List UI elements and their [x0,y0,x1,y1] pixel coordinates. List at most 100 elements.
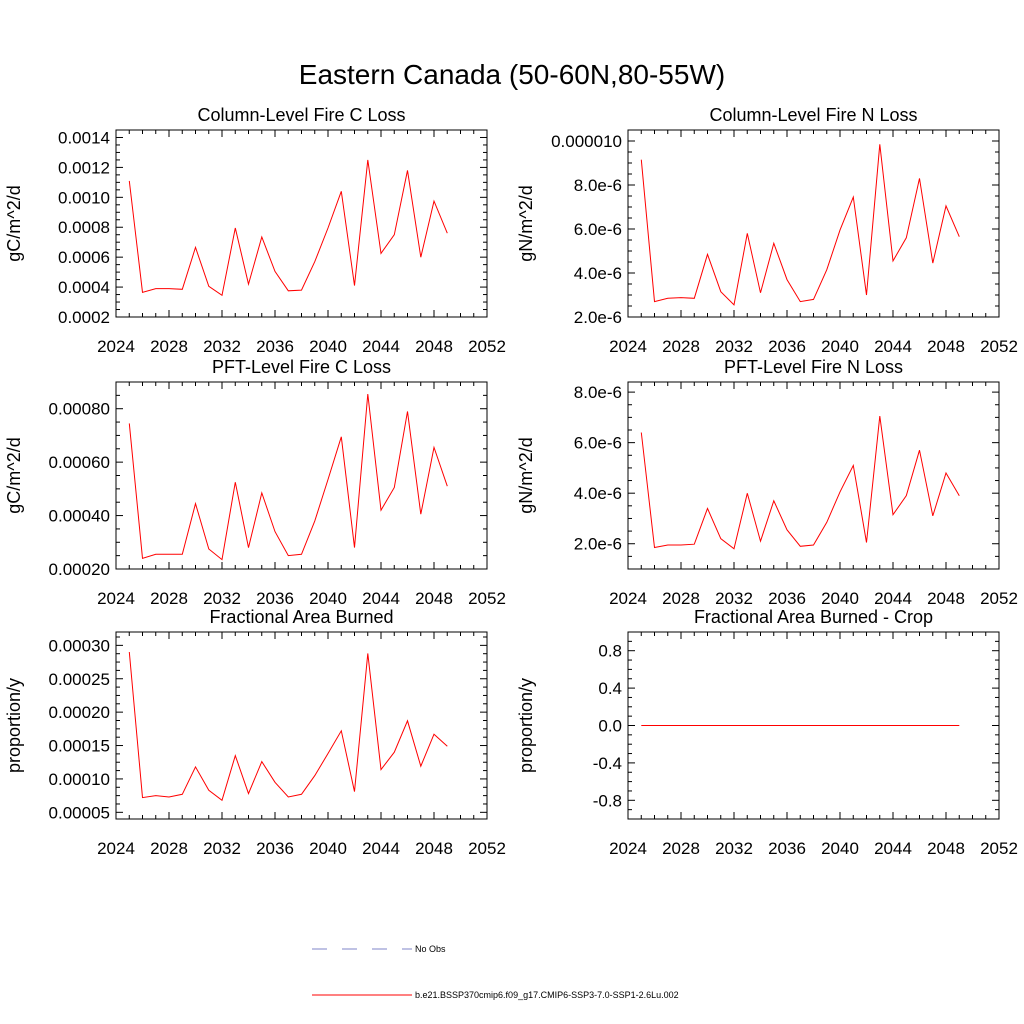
x-tick-label: 2040 [309,337,347,356]
panel-title: Fractional Area Burned - Crop [694,607,933,627]
x-tick-label: 2036 [256,839,294,858]
x-tick-label: 2052 [980,589,1018,608]
plot-frame [115,631,488,820]
figure-title: Eastern Canada (50-60N,80-55W) [299,59,725,90]
y-tick-label: 0.00020 [49,703,110,722]
panel-title: PFT-Level Fire C Loss [212,357,391,377]
plot-frame [115,381,488,570]
y-axis-label: gN/m^2/d [516,437,536,513]
panel-5: 2024 2028 2032 2036 2040 2044 2048 2052 0.00005 0… [4,607,506,858]
series-line [640,416,960,550]
x-tick-label: 2040 [821,839,859,858]
x-tick-label: 2048 [415,839,453,858]
x-tick-label: 2040 [309,839,347,858]
panel-title: Column-Level Fire N Loss [709,105,917,125]
x-tick-label: 2040 [309,589,347,608]
panels: 2024 2028 2032 2036 2040 2044 2048 2052 0.0002 0.… [4,105,1018,858]
x-tick-label: 2032 [715,589,753,608]
x-tick-label: 2048 [927,337,965,356]
y-axis-label: gN/m^2/d [516,185,536,261]
x-tick-label: 2024 [609,589,647,608]
x-tick-label: 2028 [662,839,700,858]
y-tick-label: 0.0 [598,717,622,736]
y-tick-label: 0.0014 [58,128,110,147]
y-tick-label: 0.4 [598,679,622,698]
x-tick-label: 2024 [609,839,647,858]
x-tick-label: 2044 [874,337,912,356]
series-line [128,651,448,802]
y-tick-label: 0.0008 [58,218,110,237]
panel-4: 2024 2028 2032 2036 2040 2044 2048 2052 2.0e-6 4.… [516,357,1018,608]
y-tick-label: 0.00025 [49,670,110,689]
x-tick-label: 2024 [97,839,135,858]
x-tick-label: 2032 [203,589,241,608]
x-tick-label: 2028 [662,337,700,356]
y-tick-label: 2.0e-6 [574,535,622,554]
y-tick-label: 2.0e-6 [574,308,622,327]
x-tick-label: 2028 [150,337,188,356]
panel-3: 2024 2028 2032 2036 2040 2044 2048 2052 0.00020 0… [4,357,506,608]
y-tick-label: 0.000010 [551,132,622,151]
y-axis-label: gC/m^2/d [4,437,24,513]
y-tick-label: 4.0e-6 [574,264,622,283]
y-axis-label: gC/m^2/d [4,185,24,261]
panel-title: PFT-Level Fire N Loss [724,357,903,377]
y-tick-label: 4.0e-6 [574,484,622,503]
y-tick-label: 0.00020 [49,560,110,579]
legend-label-no-obs: No Obs [415,944,446,954]
x-tick-label: 2032 [203,839,241,858]
x-tick-label: 2024 [609,337,647,356]
x-tick-label: 2044 [362,589,400,608]
x-tick-label: 2040 [821,337,859,356]
x-tick-label: 2028 [150,589,188,608]
x-tick-label: 2052 [980,839,1018,858]
series-line [640,144,960,306]
panel-title: Fractional Area Burned [209,607,393,627]
y-tick-label: -0.4 [593,754,622,773]
x-tick-label: 2052 [468,337,506,356]
panel-6: 2024 2028 2032 2036 2040 2044 2048 2052 -0.8 -0.4… [516,607,1018,858]
series-line [128,393,448,561]
y-tick-label: 0.00040 [49,507,110,526]
y-tick-label: 0.00015 [49,737,110,756]
x-tick-label: 2032 [203,337,241,356]
x-tick-label: 2044 [362,337,400,356]
panel-title: Column-Level Fire C Loss [197,105,405,125]
y-tick-label: 0.0004 [58,278,110,297]
y-axis-label: proportion/y [4,678,24,773]
y-tick-label: 8.0e-6 [574,176,622,195]
x-tick-label: 2024 [97,589,135,608]
y-tick-label: 8.0e-6 [574,383,622,402]
x-tick-label: 2048 [415,589,453,608]
y-tick-label: 0.0010 [58,188,110,207]
x-tick-label: 2048 [415,337,453,356]
legend: No Obs b.e21.BSSP370cmip6.f09_g17.CMIP6-… [312,944,679,1000]
x-tick-label: 2044 [362,839,400,858]
x-tick-label: 2052 [468,589,506,608]
y-tick-label: 0.00060 [49,453,110,472]
x-tick-label: 2032 [715,337,753,356]
x-tick-label: 2048 [927,839,965,858]
x-tick-label: 2052 [980,337,1018,356]
x-tick-label: 2044 [874,589,912,608]
y-tick-label: -0.8 [593,791,622,810]
x-tick-label: 2036 [768,337,806,356]
x-tick-label: 2028 [662,589,700,608]
x-tick-label: 2028 [150,839,188,858]
x-tick-label: 2044 [874,839,912,858]
y-tick-label: 0.00010 [49,770,110,789]
plot-frame [627,129,1000,318]
x-tick-label: 2052 [468,839,506,858]
plot-frame [627,381,1000,570]
legend-label-model: b.e21.BSSP370cmip6.f09_g17.CMIP6-SSP3-7.… [415,990,679,1000]
y-tick-label: 6.0e-6 [574,434,622,453]
y-axis-label: proportion/y [516,678,536,773]
x-tick-label: 2048 [927,589,965,608]
panel-1: 2024 2028 2032 2036 2040 2044 2048 2052 0.0002 0.… [4,105,506,356]
y-tick-label: 0.8 [598,642,622,661]
y-tick-label: 0.00080 [49,400,110,419]
series-line [128,159,448,297]
y-tick-label: 6.0e-6 [574,220,622,239]
x-tick-label: 2036 [256,589,294,608]
